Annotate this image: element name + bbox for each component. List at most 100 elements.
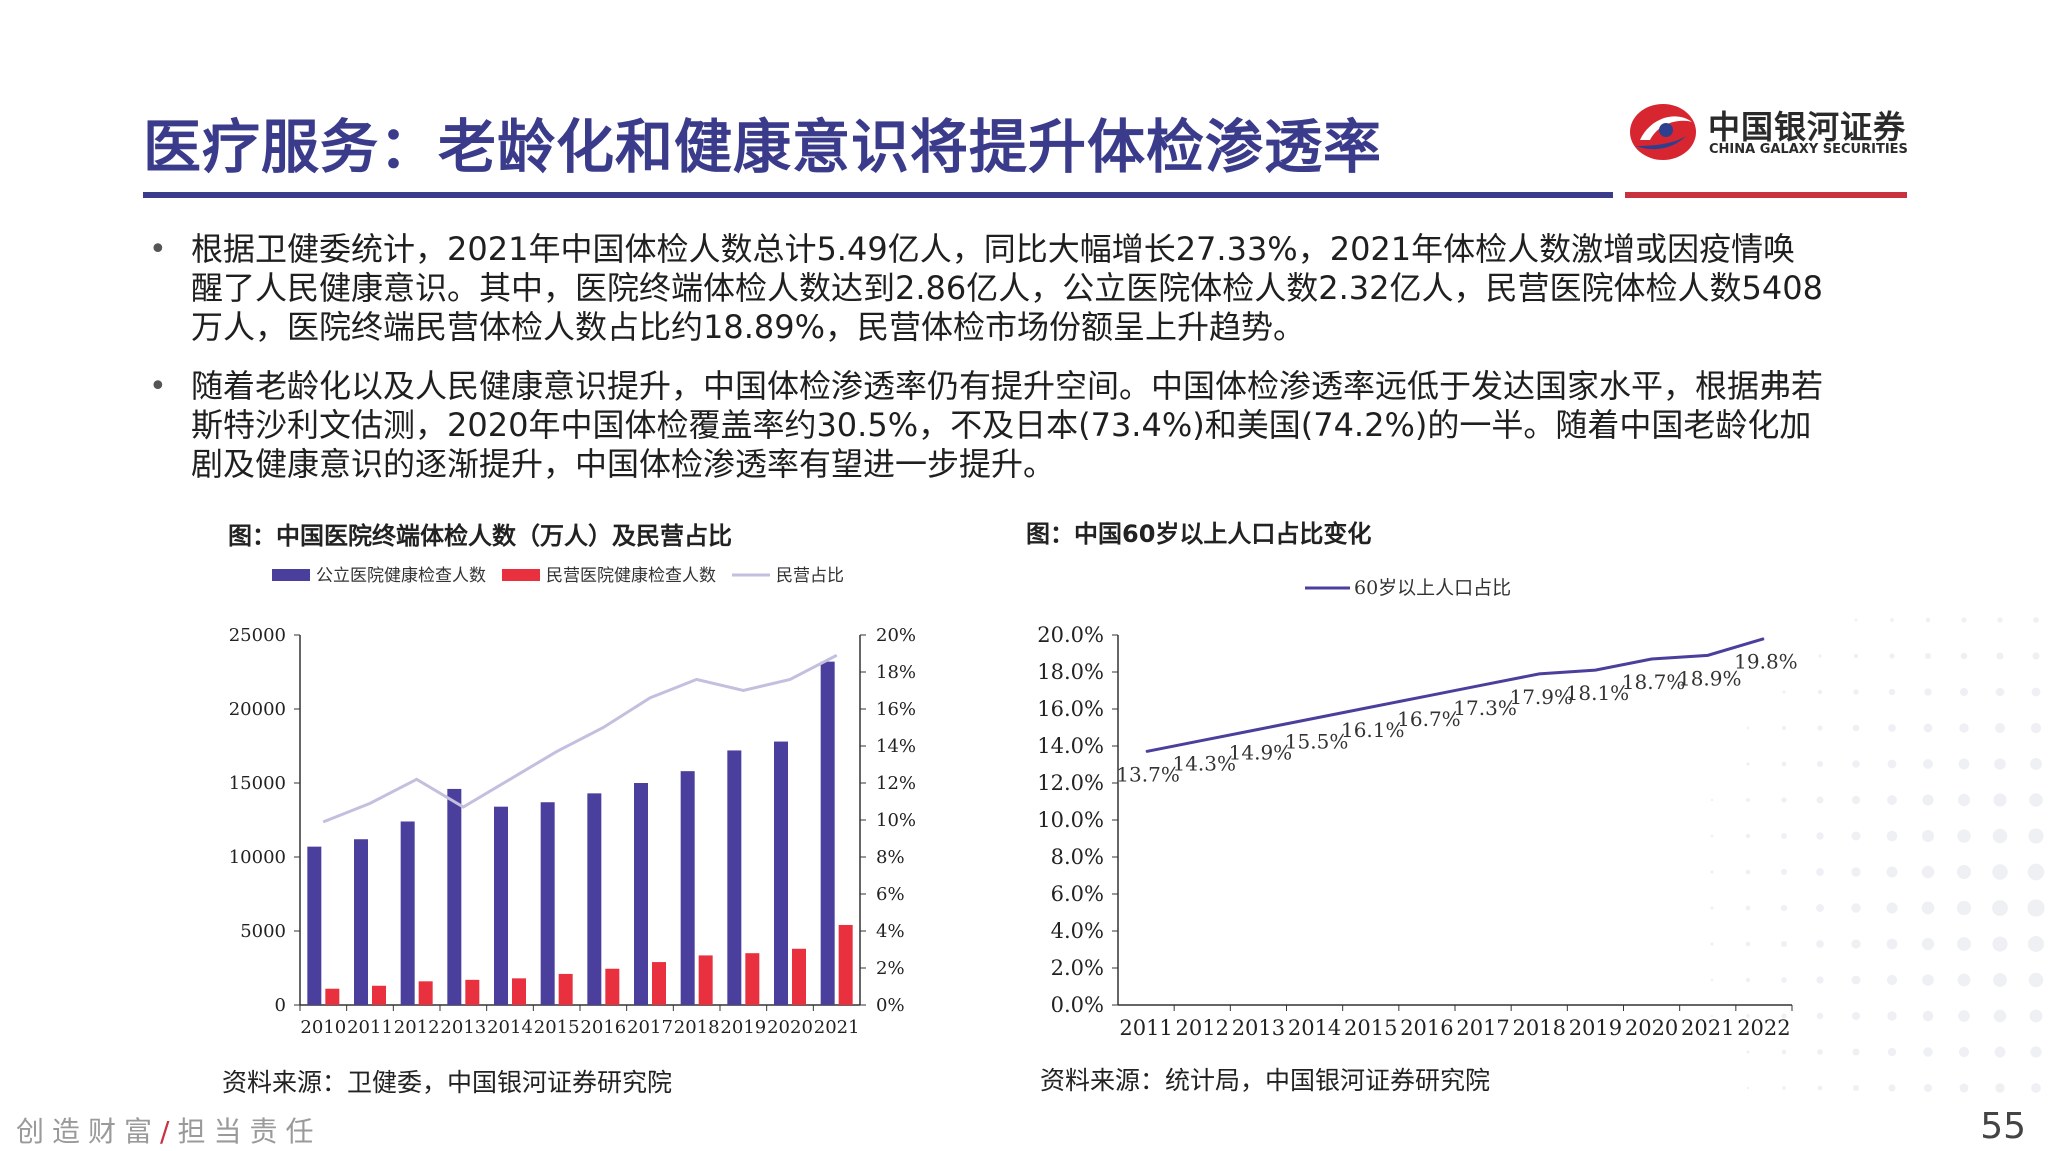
decorative-dot [1959,723,1969,733]
decorative-dot [2029,793,2043,807]
data-label: 15.5% [1285,729,1349,753]
decorative-dot [1852,760,1860,768]
bar [494,806,508,1005]
decorative-dot [1816,832,1824,840]
data-label: 17.3% [1453,696,1517,720]
decorative-dot [1958,1046,1970,1058]
line-point [509,778,511,780]
y-tick-label: 8.0% [1051,845,1104,869]
slogan-left: 创造财富 [16,1115,161,1148]
x-tick-label: 2015 [534,1017,580,1038]
line-point [789,678,791,680]
decorative-dot [1852,1048,1860,1056]
decorative-dot [2028,828,2044,844]
data-label: 14.9% [1229,740,1293,764]
data-label: 14.3% [1172,751,1236,775]
decorative-dot [1782,654,1786,658]
y2-tick-label: 0% [876,995,905,1016]
bar [634,783,648,1005]
decorative-dot [1781,977,1787,983]
x-tick-label: 2014 [487,1017,533,1038]
decorative-dot [1782,1086,1786,1090]
bar [698,955,713,1005]
bar [745,953,760,1005]
data-label: 17.9% [1509,685,1573,709]
decorative-dot [2033,617,2039,623]
line-point [1482,684,1484,686]
decorative-dot [1746,1050,1750,1054]
decorative-dot [1992,936,2008,952]
y-tick-label: 12.0% [1037,771,1104,795]
x-tick-label: 2011 [1119,1016,1172,1040]
decorative-dot [1746,1014,1750,1018]
bar [418,981,433,1005]
y2-tick-label: 14% [876,736,916,757]
y-tick-label: 16.0% [1037,697,1104,721]
figure-left-title: 图：中国医院终端体检人数（万人）及民营占比 [228,522,732,550]
decorative-dot [1781,1013,1787,1019]
line-point [1538,673,1540,675]
page-title: 医疗服务：老龄化和健康意识将提升体检渗透率 [143,113,1383,181]
x-tick-label: 2020 [1625,1016,1678,1040]
bar [354,839,368,1005]
y-tick-label: 14.0% [1037,734,1104,758]
decorative-dot [1886,974,1898,986]
decorative-dot [1816,904,1824,912]
figure-right-title: 图：中国60岁以上人口占比变化 [1026,520,1372,548]
chart-legend: 公立医院健康检查人数 民营医院健康检查人数 民营占比 [272,566,844,586]
decorative-dot [1921,865,1935,879]
bullet-list: • 根据卫健委统计，2021年中国体检人数总计5.49亿人，同比大幅增长27.3… [143,230,1823,504]
decorative-dot [1781,833,1787,839]
decorative-dot [1887,759,1897,769]
line-point [556,751,558,753]
x-tick-label: 2020 [767,1017,813,1038]
line-point [1145,751,1147,753]
decorative-dot [1780,868,1788,876]
decorative-dot [2027,863,2045,881]
decorative-dot [1746,726,1750,730]
decorative-dot [1851,903,1861,913]
y2-tick-label: 16% [876,699,916,720]
line-point [1314,717,1316,719]
decorative-dot [1816,760,1824,768]
bullet-item: • 根据卫健委统计，2021年中国体检人数总计5.49亿人，同比大幅增长27.3… [143,230,1823,347]
decorative-dot [1957,937,1971,951]
series-line [322,654,838,824]
decorative-dot [1745,941,1751,947]
bar [792,948,806,1005]
line-point [1426,695,1428,697]
decorative-dot [1923,759,1933,769]
decorative-dot [1959,1083,1969,1093]
decorative-dot [2032,652,2040,660]
y-tick-label: 6.0% [1051,882,1104,906]
decorative-dot [1817,689,1823,695]
x-tick-label: 2019 [720,1017,766,1038]
decorative-dot [1992,900,2008,916]
decorative-dot [1922,830,1934,842]
bar [605,968,620,1005]
y2-tick-label: 20% [876,625,916,646]
decorative-dot [1887,795,1897,805]
title-divider-red [1625,192,1907,198]
decorative-dot [1961,617,1967,623]
legend-swatch [502,569,540,581]
decorative-dot [1994,1046,2006,1058]
decorative-dot [2031,687,2041,697]
decorative-dot [1994,758,2006,770]
decorative-dot [2031,1083,2041,1093]
line-point [1707,654,1709,656]
decorative-dot [1886,902,1898,914]
bar [774,741,788,1005]
decorative-dot [1995,687,2005,697]
decorative-dot [1995,1083,2005,1093]
decorative-dot [1923,1083,1933,1093]
page-number: 55 [1980,1106,2026,1147]
decorative-dot [1816,868,1824,876]
bullet-text: 随着老龄化以及人民健康意识提升，中国体检渗透率仍有提升空间。中国体检渗透率远低于… [191,367,1824,483]
decorative-dot [1922,794,1934,806]
legend-swatch [272,569,310,581]
decorative-dot [1854,618,1858,622]
legend-item: 民营医院健康检查人数 [502,566,716,586]
decorative-dot [1781,761,1787,767]
decorative-dot [1886,830,1898,842]
